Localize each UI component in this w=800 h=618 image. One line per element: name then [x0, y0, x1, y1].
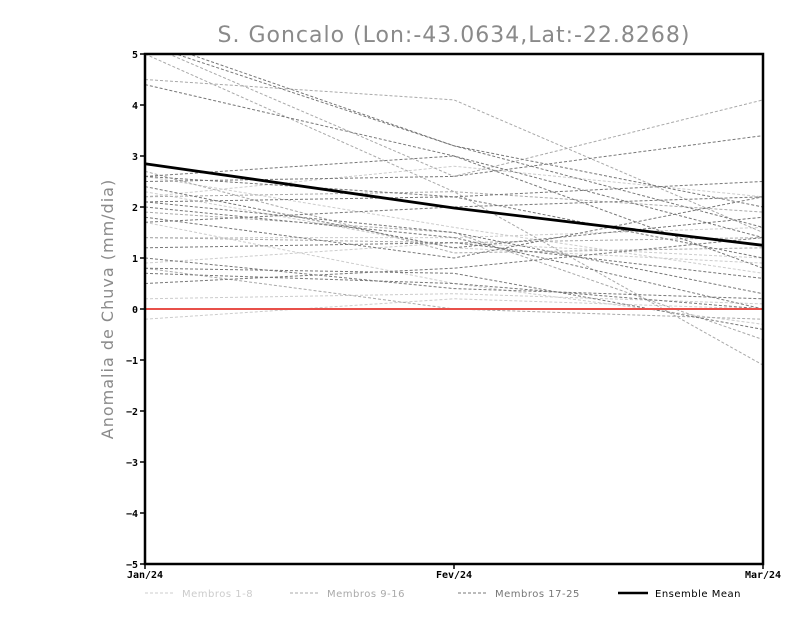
member-line-g3-13 [145, 272, 763, 310]
y-tick-label: −2 [126, 407, 138, 418]
member-line-g2-5 [145, 267, 763, 320]
y-tick-label: −3 [126, 458, 138, 469]
ensemble-mean-line [144, 162, 764, 247]
member-line-g1-2 [145, 191, 763, 264]
member-line-g3-3 [145, 135, 763, 182]
x-tick-label: Mar/24 [745, 570, 781, 581]
legend-label: Membros 9-16 [327, 589, 405, 600]
y-tick-label: 0 [132, 305, 138, 316]
legend: Membros 1-8 Membros 9-16 Membros 17-25 Ense… [145, 589, 741, 600]
member-line-g3-8 [145, 201, 763, 295]
member-line-g1-5 [145, 298, 763, 320]
legend-label: Ensemble Mean [655, 589, 741, 600]
member-line-g3-1 [145, 84, 763, 239]
legend-label: Membros 17-25 [495, 589, 580, 600]
member-line-g2-8 [167, 54, 763, 177]
member-line-g3-12 [145, 196, 763, 223]
member-line-g1-7 [145, 165, 763, 198]
y-tick-label: −4 [126, 509, 138, 520]
y-tick-label: −5 [126, 560, 138, 571]
x-axis-ticks: Jan/24 Fev/24 Mar/24 [127, 564, 781, 581]
member-line-g3-5 [145, 237, 763, 284]
member-line-g3-11 [145, 206, 763, 310]
member-line-g3-15 [145, 155, 763, 269]
y-tick-label: −1 [126, 356, 138, 367]
y-tick-label: 4 [132, 101, 138, 112]
member-line-g1-4 [145, 293, 763, 305]
y-tick-label: 1 [132, 254, 138, 265]
member-line-g2-2 [145, 54, 763, 366]
member-line-g2-6 [145, 191, 763, 213]
y-axis-ticks: −5 −4 −3 −2 −1 0 1 2 3 4 5 [126, 50, 145, 571]
legend-label: Membros 1-8 [182, 589, 253, 600]
member-line-g1-6 [145, 221, 763, 325]
member-line-g2-3 [145, 211, 763, 341]
y-tick-label: 2 [132, 203, 138, 214]
member-line-g2-4 [145, 170, 763, 254]
member-line-g3-9 [145, 267, 763, 330]
member-line-g3-16 [187, 54, 763, 208]
chart-title: S. Goncalo (Lon:-43.0634,Lat:-22.8268) [218, 23, 691, 48]
member-line-g3-7 [145, 242, 763, 279]
member-line-g3-14 [145, 186, 763, 249]
member-lines [145, 54, 763, 366]
x-tick-label: Jan/24 [127, 570, 163, 581]
member-line-g3-17 [145, 257, 763, 300]
y-axis-label: Anomalia de Chuva (mm/dia) [98, 179, 117, 439]
member-line-g3-6 [145, 181, 763, 203]
member-line-g1-3 [145, 226, 763, 239]
ensemble-mean-group [144, 162, 764, 247]
member-line-g2-7 [145, 237, 763, 244]
member-line-g1-8 [145, 242, 763, 264]
x-tick-label: Fev/24 [436, 570, 472, 581]
y-tick-label: 5 [132, 50, 138, 61]
y-tick-label: 3 [132, 152, 138, 163]
member-line-g3-4 [145, 196, 763, 259]
